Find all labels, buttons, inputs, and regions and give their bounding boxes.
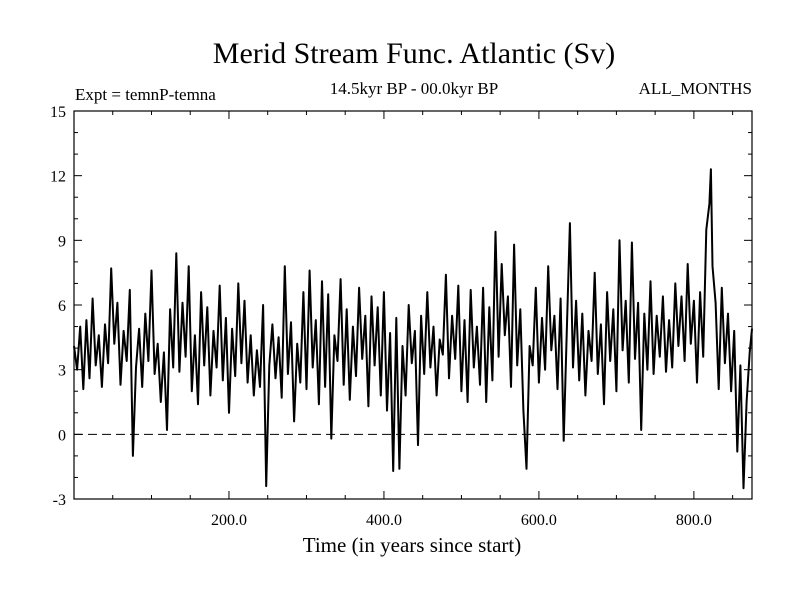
y-tick-label: -3 xyxy=(53,492,66,509)
y-tick-label: 12 xyxy=(50,169,66,186)
series-group xyxy=(73,168,753,490)
x-tick-label: 800.0 xyxy=(676,512,712,529)
x-tick-label: 200.0 xyxy=(211,512,247,529)
x-tick-label: 400.0 xyxy=(366,512,402,529)
y-tick-label: 0 xyxy=(58,427,66,444)
y-tick-label: 6 xyxy=(58,298,66,315)
plot-frame xyxy=(73,110,753,500)
y-tick-label: 3 xyxy=(58,363,66,380)
months-label: ALL_MONTHS xyxy=(639,79,752,98)
axis-ticks: -3 0 3 6 9 12 15 200.0 400.0 600.0 800.0 xyxy=(50,104,752,529)
experiment-label: Expt = temnP-temna xyxy=(75,85,216,104)
chart-subtitle: 14.5kyr BP - 00.0kyr BP xyxy=(330,79,498,98)
series-line xyxy=(73,168,753,490)
chart-title: Merid Stream Func. Atlantic (Sv) xyxy=(213,37,615,70)
x-tick-label: 600.0 xyxy=(521,512,557,529)
y-tick-label: 9 xyxy=(58,233,66,250)
x-axis-label: Time (in years since start) xyxy=(303,533,522,557)
y-tick-label: 15 xyxy=(50,104,66,121)
